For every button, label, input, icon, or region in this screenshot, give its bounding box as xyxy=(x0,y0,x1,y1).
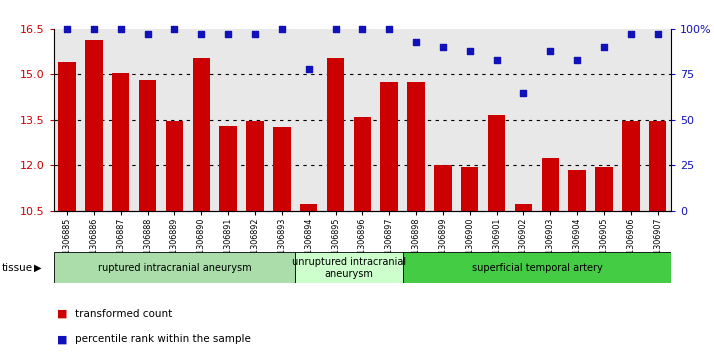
Bar xyxy=(434,165,452,211)
Point xyxy=(249,32,261,37)
Bar xyxy=(166,121,183,211)
Point xyxy=(88,26,99,32)
Bar xyxy=(353,117,371,211)
Point xyxy=(330,26,341,32)
Bar xyxy=(515,204,532,211)
Point xyxy=(464,48,476,54)
Bar xyxy=(488,115,506,211)
Text: unruptured intracranial
aneurysm: unruptured intracranial aneurysm xyxy=(292,257,406,278)
Point xyxy=(196,32,207,37)
Point xyxy=(276,26,288,32)
Bar xyxy=(59,62,76,211)
Point xyxy=(652,32,663,37)
Bar xyxy=(139,81,156,211)
Bar xyxy=(649,121,666,211)
Bar xyxy=(300,204,318,211)
Point xyxy=(598,44,610,50)
Text: tissue: tissue xyxy=(2,263,34,273)
Bar xyxy=(246,121,263,211)
Text: transformed count: transformed count xyxy=(75,309,172,319)
Point xyxy=(545,48,556,54)
Bar xyxy=(273,127,291,211)
Point xyxy=(222,32,233,37)
Point xyxy=(169,26,180,32)
Bar xyxy=(112,73,129,211)
Bar xyxy=(381,82,398,211)
Point xyxy=(61,26,73,32)
Bar xyxy=(193,58,210,211)
Bar xyxy=(407,82,425,211)
Text: ■: ■ xyxy=(57,309,68,319)
Bar xyxy=(403,252,671,283)
Bar xyxy=(542,158,559,211)
Point xyxy=(115,26,126,32)
Bar xyxy=(54,252,295,283)
Bar xyxy=(327,58,344,211)
Point xyxy=(491,57,503,63)
Text: superficial temporal artery: superficial temporal artery xyxy=(471,263,603,273)
Bar xyxy=(622,121,640,211)
Point xyxy=(383,26,395,32)
Bar xyxy=(219,126,237,211)
Bar xyxy=(295,252,403,283)
Point xyxy=(303,66,314,72)
Point xyxy=(518,90,529,95)
Bar xyxy=(568,170,586,211)
Point xyxy=(142,32,154,37)
Text: ruptured intracranial aneurysm: ruptured intracranial aneurysm xyxy=(98,263,251,273)
Point xyxy=(357,26,368,32)
Bar xyxy=(461,167,478,211)
Text: ■: ■ xyxy=(57,334,68,344)
Point xyxy=(411,39,422,45)
Text: percentile rank within the sample: percentile rank within the sample xyxy=(75,334,251,344)
Bar xyxy=(85,40,103,211)
Point xyxy=(625,32,637,37)
Text: ▶: ▶ xyxy=(34,263,41,273)
Bar xyxy=(595,167,613,211)
Point xyxy=(571,57,583,63)
Point xyxy=(437,44,448,50)
